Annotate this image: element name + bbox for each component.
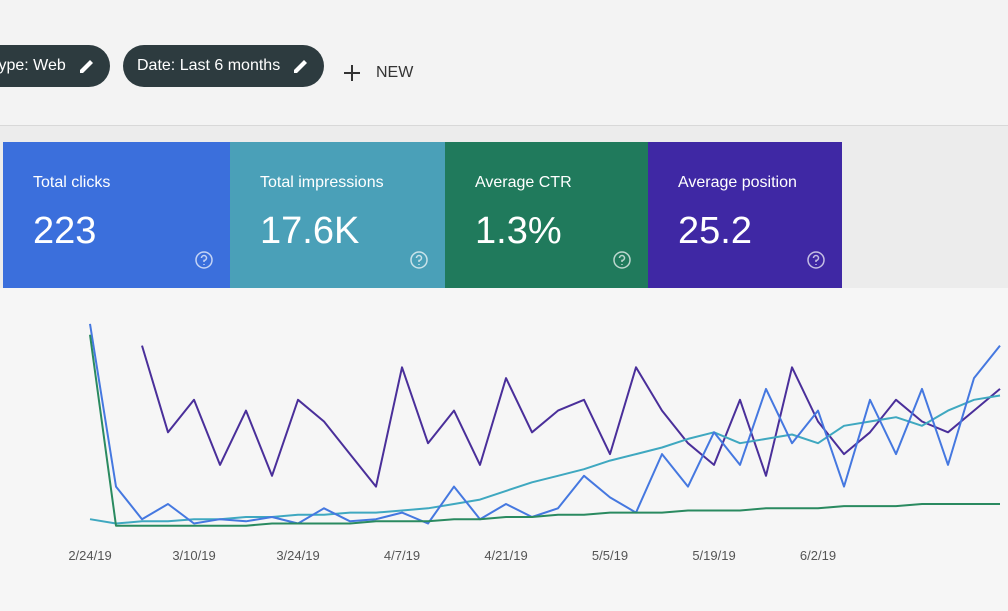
metric-card[interactable]: Total clicks 223: [3, 142, 230, 288]
x-tick-label: 3/10/19: [172, 548, 215, 563]
filter-chip[interactable]: Date: Last 6 months: [123, 45, 325, 87]
metric-value: 25.2: [678, 210, 752, 252]
metric-card[interactable]: Average position 25.2: [648, 142, 842, 288]
x-tick-label: 4/7/19: [384, 548, 420, 563]
plus-icon: [344, 65, 360, 81]
x-tick-label: 3/24/19: [276, 548, 319, 563]
metric-value: 1.3%: [475, 210, 562, 252]
help-icon[interactable]: [612, 250, 632, 270]
edit-icon: [79, 60, 93, 73]
metric-label: Average CTR: [475, 174, 572, 191]
metric-value: 223: [33, 210, 97, 252]
metric-label: Total impressions: [260, 174, 384, 191]
x-tick-label: 6/2/19: [800, 548, 836, 563]
series-line: [89, 334, 1000, 527]
series-line: [89, 394, 1001, 525]
metric-value: 17.6K: [260, 210, 360, 252]
filter-bar: type: Web Date: Last 6 months NEW: [0, 0, 1008, 126]
chip-label: type: Web: [0, 57, 66, 74]
metric-label: Total clicks: [33, 174, 111, 191]
series-line: [89, 323, 1001, 525]
x-tick-label: 5/19/19: [692, 548, 735, 563]
series-line: [141, 345, 1001, 488]
filter-chip[interactable]: type: Web: [0, 45, 110, 87]
help-icon[interactable]: [806, 250, 826, 270]
help-icon[interactable]: [409, 250, 429, 270]
x-tick-label: 2/24/19: [68, 548, 111, 563]
edit-icon: [294, 60, 308, 73]
x-tick-label: 5/5/19: [592, 548, 628, 563]
x-tick-label: 4/21/19: [484, 548, 527, 563]
new-button[interactable]: NEW: [340, 60, 413, 86]
chip-label: Date: Last 6 months: [137, 57, 281, 74]
metric-card[interactable]: Average CTR 1.3%: [445, 142, 648, 288]
metric-card[interactable]: Total impressions 17.6K: [230, 142, 445, 288]
help-icon[interactable]: [194, 250, 214, 270]
new-label: NEW: [376, 64, 414, 81]
chart: 2/24/19 3/10/19 3/24/19 4/7/19 4/21/19 5/5/19…: [68, 323, 1001, 563]
metric-label: Average position: [678, 174, 797, 191]
